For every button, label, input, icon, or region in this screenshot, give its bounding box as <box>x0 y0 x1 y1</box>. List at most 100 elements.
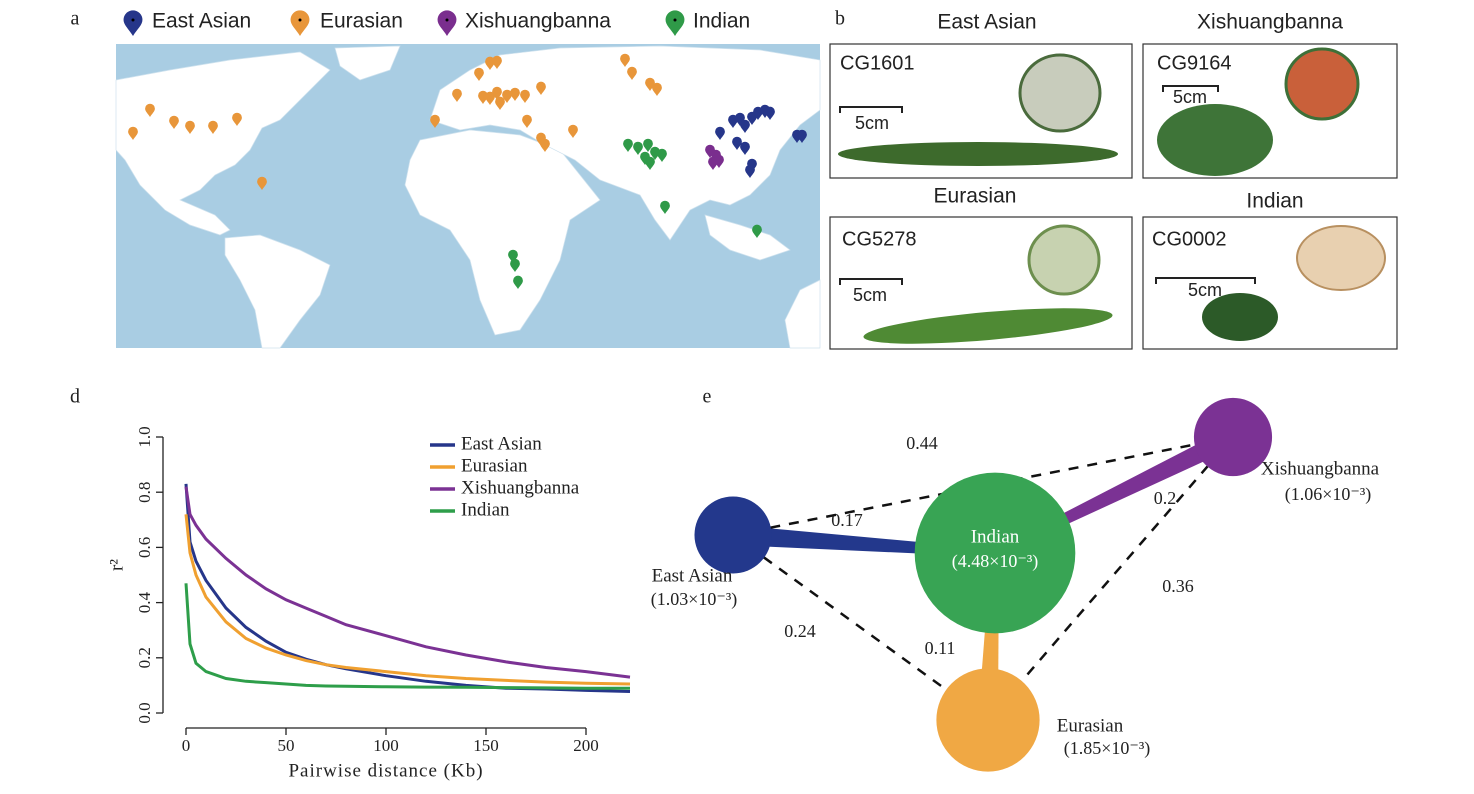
map-pin <box>520 89 530 103</box>
map-pin <box>623 138 633 152</box>
edge-label: 0.17 <box>831 510 863 530</box>
edge <box>732 533 989 722</box>
legend-label: East Asian <box>461 433 542 454</box>
map-pin <box>185 120 195 134</box>
south-america <box>224 234 331 349</box>
map-pin <box>657 148 667 162</box>
map-pin <box>732 136 742 150</box>
map-pin <box>660 200 670 214</box>
edge-label: 0.44 <box>906 433 938 453</box>
map-pin <box>452 88 462 102</box>
panel-label: e <box>703 386 712 408</box>
map-pin <box>568 124 578 138</box>
y-tick-label: 0.0 <box>135 702 154 723</box>
legend-label: Indian <box>461 499 510 520</box>
map-pin <box>740 119 750 133</box>
photo-frame <box>829 216 1133 350</box>
map-pin <box>540 138 550 152</box>
map-pin <box>495 96 505 110</box>
map-pin <box>536 81 546 95</box>
map-pin <box>643 138 653 152</box>
map-legend-label: East Asian <box>152 10 251 33</box>
map-pin <box>145 103 155 117</box>
map-pin <box>665 10 685 36</box>
node-value-label: (1.85×10⁻³) <box>1064 738 1151 759</box>
scale-label: 5cm <box>1188 280 1222 300</box>
photo-title: Eurasian <box>934 185 1017 208</box>
map-pin-dot <box>673 18 677 22</box>
map-pin <box>797 129 807 143</box>
map-pin <box>627 66 637 80</box>
y-tick-label: 0.6 <box>135 537 154 558</box>
map-pin <box>232 112 242 126</box>
x-tick-label: 0 <box>182 736 191 755</box>
panel-label: b <box>835 8 845 30</box>
map-pin <box>123 10 143 36</box>
cucumber-slice <box>1296 225 1386 291</box>
cucumber-slice <box>1018 53 1102 133</box>
edge-label: 0.11 <box>925 638 956 658</box>
map-pin <box>510 258 520 272</box>
map-pin <box>430 114 440 128</box>
map-pin <box>513 275 523 289</box>
edge-label: 0.24 <box>784 621 816 641</box>
accession-id: CG1601 <box>840 52 915 74</box>
series-line <box>184 486 631 679</box>
node <box>936 668 1040 772</box>
panel-label: a <box>71 8 80 30</box>
scale-bars <box>839 85 1256 285</box>
node-label: East Asian <box>652 565 733 586</box>
y-tick-label: 0.4 <box>135 591 154 613</box>
scale-bar <box>839 106 903 113</box>
map-pin <box>652 82 662 96</box>
y-tick-label: 0.2 <box>135 647 154 668</box>
photo-frame <box>829 43 1133 179</box>
node-label: Xishuangbanna <box>1261 458 1380 479</box>
map-pin <box>536 132 546 146</box>
node <box>914 472 1076 634</box>
map-pin <box>474 67 484 81</box>
map-pin <box>645 77 655 91</box>
north-america <box>115 51 331 236</box>
scale-bar <box>1162 85 1219 92</box>
accession-id: CG0002 <box>1152 228 1227 250</box>
x-tick-label: 200 <box>573 736 599 755</box>
map-pin <box>714 154 724 168</box>
cucumber <box>863 308 1113 344</box>
scale-bar <box>839 278 903 285</box>
x-tick-label: 150 <box>473 736 499 755</box>
x-axis-label: Pairwise distance (Kb) <box>288 760 483 781</box>
map-pin <box>745 164 755 178</box>
map-pin <box>650 146 660 160</box>
cucumber <box>1157 104 1273 176</box>
accession-id: CG9164 <box>1157 52 1232 74</box>
cucumber-slice <box>1284 47 1360 121</box>
greenland <box>334 45 401 81</box>
series-line <box>184 514 631 686</box>
photo-title: Indian <box>1246 190 1303 213</box>
map-pin <box>508 249 518 263</box>
node-label: Eurasian <box>1057 715 1124 736</box>
series-line <box>184 483 631 693</box>
edge-label: 0.2 <box>1154 488 1177 508</box>
map-pin <box>437 10 457 36</box>
map-pin <box>735 112 745 126</box>
map-pin <box>485 91 495 105</box>
map-pin <box>492 55 502 69</box>
scale-label: 5cm <box>855 113 889 133</box>
edge-label: 0.36 <box>1162 576 1194 596</box>
map-pin <box>257 176 267 190</box>
y-tick-label: 0.8 <box>135 482 154 503</box>
photo-title: East Asian <box>937 11 1036 34</box>
scale-label: 5cm <box>1173 87 1207 107</box>
photo-frame <box>1142 216 1398 350</box>
map-legend-label: Eurasian <box>320 10 403 33</box>
photo-title: Xishuangbanna <box>1197 11 1343 34</box>
map-pin <box>128 126 138 140</box>
edge <box>987 436 1234 721</box>
map-pin <box>502 89 512 103</box>
map-pin-dot <box>298 18 302 22</box>
map-pin <box>633 141 643 155</box>
series-line <box>184 583 630 690</box>
